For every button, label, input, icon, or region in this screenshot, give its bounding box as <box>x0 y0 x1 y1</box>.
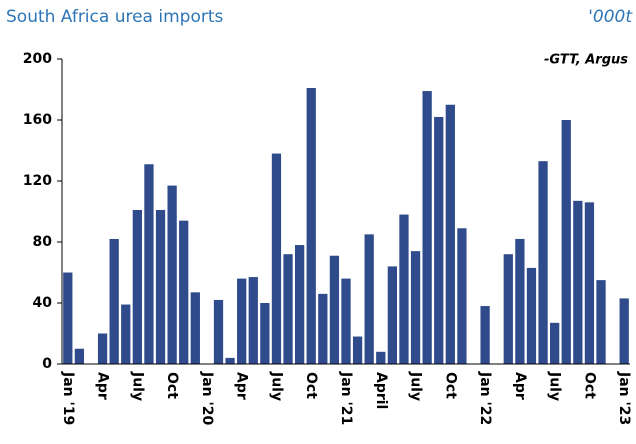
y-tick-label: 120 <box>23 173 52 189</box>
x-tick-label: July <box>129 371 145 401</box>
bar <box>237 278 247 364</box>
x-tick-label: July <box>268 371 284 401</box>
bar <box>283 254 293 364</box>
bar <box>271 153 282 364</box>
bar <box>573 200 583 364</box>
bar <box>341 278 351 364</box>
bar <box>387 266 398 364</box>
bar <box>561 120 571 364</box>
bar <box>515 238 525 364</box>
x-tick-label: Jan '20 <box>199 371 215 426</box>
x-tick-label: Apr <box>234 372 250 400</box>
bar <box>619 298 629 364</box>
bar <box>538 161 548 364</box>
bar <box>526 267 537 364</box>
bar <box>179 220 189 364</box>
y-tick-label: 160 <box>23 112 52 128</box>
bar <box>503 254 513 364</box>
bar <box>121 304 131 364</box>
bar <box>399 214 409 364</box>
bar <box>190 292 200 364</box>
bar <box>213 299 224 364</box>
bar <box>155 209 166 364</box>
x-tick-label: Oct <box>164 372 180 399</box>
x-tick-label: Oct <box>581 372 597 399</box>
bar <box>457 228 467 364</box>
bar <box>144 164 154 364</box>
x-tick-label: July <box>547 371 563 401</box>
bar <box>63 272 73 364</box>
bar <box>352 336 363 364</box>
bar <box>329 255 340 364</box>
source-label: -GTT, Argus <box>544 53 628 68</box>
bar <box>318 293 328 364</box>
y-tick-label: 0 <box>42 356 52 372</box>
bar <box>306 87 316 364</box>
y-tick-label: 200 <box>23 51 52 67</box>
bar <box>550 322 560 364</box>
x-tick-label: Jan '19 <box>60 371 76 425</box>
y-tick-label: 80 <box>33 234 53 250</box>
bar <box>376 351 386 364</box>
x-tick-label: April <box>373 372 389 409</box>
bar <box>422 91 432 365</box>
chart-title: South Africa urea imports <box>6 7 223 27</box>
bar <box>294 245 305 364</box>
bar <box>410 251 421 364</box>
x-tick-label: Jan '22 <box>477 371 493 425</box>
bar <box>109 238 119 364</box>
x-tick-label: July <box>408 371 424 401</box>
bar <box>74 348 85 364</box>
x-tick-label: Jan '23 <box>616 371 632 425</box>
x-tick-label: Apr <box>95 372 111 400</box>
x-tick-label: Oct <box>442 372 458 399</box>
bar <box>225 357 235 364</box>
bar <box>364 234 374 364</box>
bar <box>167 185 177 364</box>
bar <box>445 104 455 364</box>
bar <box>584 202 595 364</box>
bar <box>132 209 142 364</box>
bar <box>480 306 490 364</box>
bar <box>248 277 258 364</box>
unit-label: '000t <box>588 7 633 27</box>
bar <box>434 116 444 364</box>
bar <box>260 303 270 364</box>
bar <box>596 280 606 364</box>
x-tick-label: Jan '21 <box>338 371 354 425</box>
x-tick-label: Apr <box>512 372 528 400</box>
y-tick-label: 40 <box>33 295 53 311</box>
x-tick-label: Oct <box>303 372 319 399</box>
bar <box>97 333 108 364</box>
